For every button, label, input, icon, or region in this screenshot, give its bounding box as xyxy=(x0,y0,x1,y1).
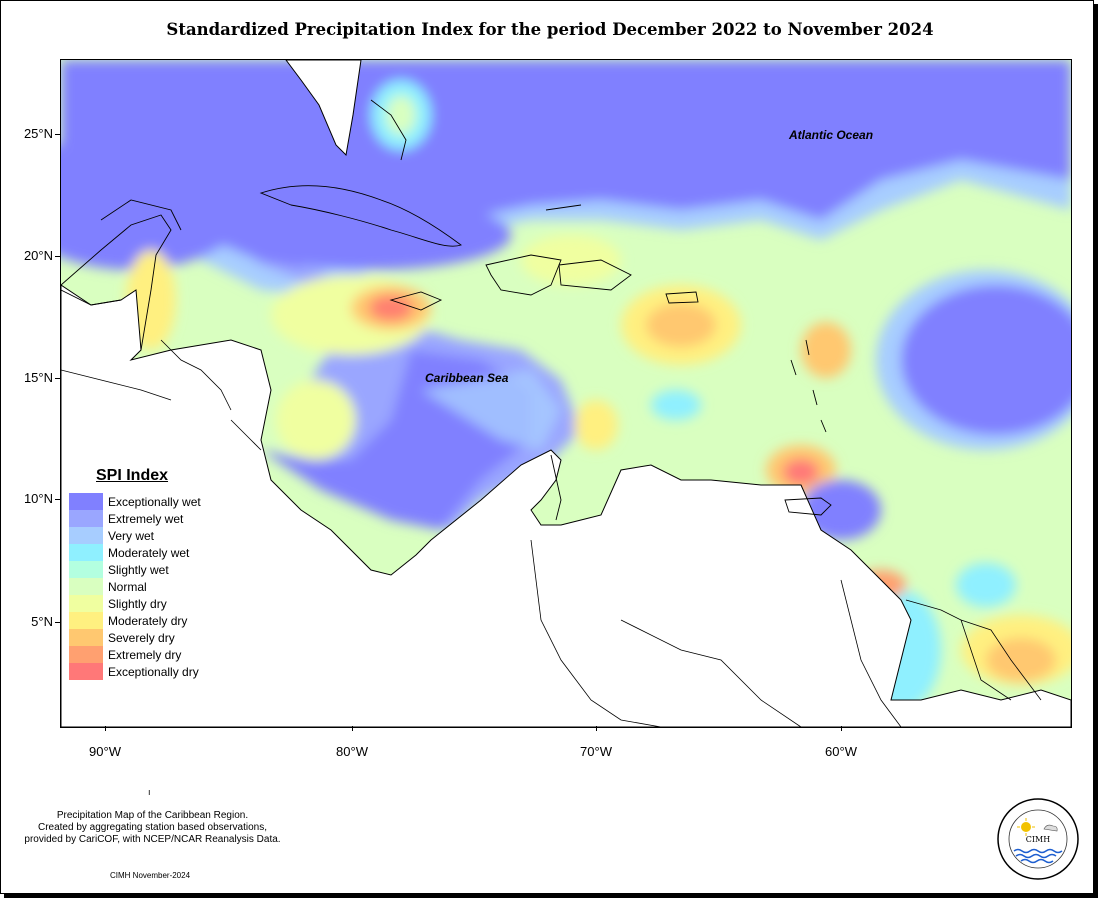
legend-label: Exceptionally dry xyxy=(108,664,199,679)
small-tick-mark: ı xyxy=(148,787,151,797)
lon-tick xyxy=(841,726,842,731)
legend-title: SPI Index xyxy=(96,467,169,484)
caribbean-sea-label: Caribbean Sea xyxy=(425,371,509,385)
legend-swatch xyxy=(69,510,103,527)
atlantic-ocean-label: Atlantic Ocean xyxy=(789,128,874,142)
legend-item: Very wet xyxy=(69,527,219,544)
lat-label-5n: 5°N xyxy=(31,614,53,629)
lat-tick xyxy=(55,256,60,257)
lon-label-60w: 60°W xyxy=(825,744,857,759)
legend-item: Moderately dry xyxy=(69,612,219,629)
legend-item: Slightly dry xyxy=(69,595,219,612)
issue-stamp: CIMH November-2024 xyxy=(110,871,191,880)
lon-tick xyxy=(105,726,106,731)
legend-label: Moderately wet xyxy=(108,545,190,560)
legend-item: Extremely dry xyxy=(69,646,219,663)
legend-label: Moderately dry xyxy=(108,613,188,628)
lon-tick xyxy=(596,726,597,731)
legend-label: Slightly dry xyxy=(108,596,167,611)
lat-label-15n: 15°N xyxy=(23,370,53,385)
legend-item: Exceptionally dry xyxy=(69,663,219,680)
lat-label-10n: 10°N xyxy=(23,491,53,506)
legend-label: Exceptionally wet xyxy=(108,494,201,509)
map-title: Standardized Precipitation Index for the… xyxy=(166,20,934,39)
lat-tick xyxy=(55,134,60,135)
legend-item: Severely dry xyxy=(69,629,219,646)
legend-items: Exceptionally wet Extremely wet Very wet Mo… xyxy=(69,493,219,680)
legend-item: Extremely wet xyxy=(69,510,219,527)
lon-label-80w: 80°W xyxy=(336,744,368,759)
legend-label: Very wet xyxy=(108,528,155,543)
lon-tick xyxy=(352,726,353,731)
lat-label-25n: 25°N xyxy=(23,126,53,141)
legend-item: Normal xyxy=(69,578,219,595)
legend-label: Extremely wet xyxy=(108,511,184,526)
legend-item: Exceptionally wet xyxy=(69,493,219,510)
legend-swatch xyxy=(69,493,103,510)
legend-label: Normal xyxy=(108,579,147,594)
legend-label: Extremely dry xyxy=(108,647,182,662)
legend-swatch xyxy=(69,578,103,595)
spi-legend: SPI Index Exceptionally wet Extremely wet… xyxy=(69,467,219,680)
legend-swatch xyxy=(69,612,103,629)
lat-tick xyxy=(55,378,60,379)
legend-swatch xyxy=(69,544,103,561)
credits-line-1: Precipitation Map of the Caribbean Regio… xyxy=(56,810,249,821)
spi-map-canvas xyxy=(61,60,1071,727)
legend-item: Moderately wet xyxy=(69,544,219,561)
lat-tick xyxy=(55,499,60,500)
legend-label: Slightly wet xyxy=(108,562,169,577)
spi-map: Atlantic Ocean Caribbean Sea xyxy=(60,59,1072,728)
lon-label-90w: 90°W xyxy=(89,744,121,759)
lat-label-20n: 20°N xyxy=(23,248,53,263)
credits-line-3: provided by CariCOF, with NCEP/NCAR Rean… xyxy=(24,834,281,845)
credits-line-2: Created by aggregating station based obs… xyxy=(37,822,268,833)
legend-swatch xyxy=(69,646,103,663)
legend-swatch xyxy=(69,561,103,578)
legend-item: Slightly wet xyxy=(69,561,219,578)
lon-label-70w: 70°W xyxy=(580,744,612,759)
svg-text:CIMH: CIMH xyxy=(1026,835,1050,844)
map-credits: Precipitation Map of the Caribbean Regio… xyxy=(10,810,295,846)
cimh-logo: CIMH xyxy=(997,798,1079,880)
legend-swatch xyxy=(69,595,103,612)
legend-label: Severely dry xyxy=(108,630,175,645)
lat-tick xyxy=(55,622,60,623)
legend-swatch xyxy=(69,629,103,646)
legend-swatch xyxy=(69,663,103,680)
legend-swatch xyxy=(69,527,103,544)
